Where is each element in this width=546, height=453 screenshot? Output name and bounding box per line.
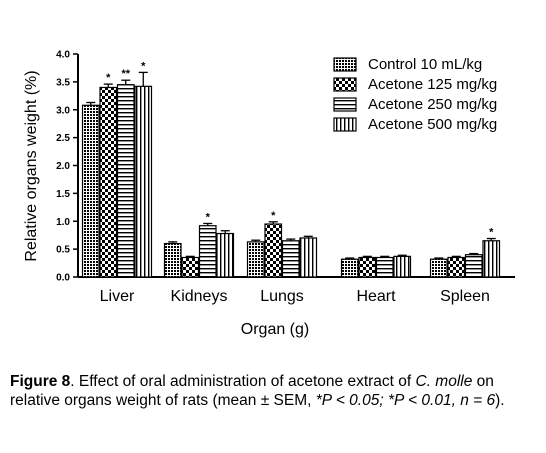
bar <box>340 258 359 278</box>
caption-text-1: . Effect of oral administration of aceto… <box>70 373 416 390</box>
y-tick-label: 2.0 <box>56 161 70 172</box>
significance-marker: ** <box>121 68 130 80</box>
legend-swatch <box>333 97 357 112</box>
bar <box>181 256 200 278</box>
bars: ******* <box>81 60 501 278</box>
bar <box>281 240 300 278</box>
legend-swatch <box>333 77 357 92</box>
x-tick-label: Kidneys <box>171 288 228 305</box>
y-tick-label: 2.5 <box>56 133 70 144</box>
x-tick-label: Spleen <box>440 288 490 305</box>
legend: Control 10 mL/kg Acetone 125 mg/kg Acetone… <box>333 56 497 133</box>
y-tick-label: 3.0 <box>56 105 70 116</box>
x-tick-label: Liver <box>100 288 135 305</box>
legend-swatch <box>333 57 357 72</box>
bar <box>198 225 217 278</box>
y-tick-label: 0.5 <box>56 245 70 256</box>
caption-text-3: ). <box>495 392 505 409</box>
bar <box>264 223 283 278</box>
bar-chart: 0.0 0.5 1.0 1.5 2.0 2.5 3.0 3.5 4.0 Liver Kidneys L… <box>23 50 515 338</box>
bar <box>116 84 135 278</box>
bar <box>216 232 235 278</box>
bar <box>299 237 318 278</box>
y-tick-label: 1.5 <box>56 189 70 200</box>
bar <box>393 255 412 278</box>
y-tick-label: 1.0 <box>56 217 70 228</box>
legend-swatch <box>333 117 357 132</box>
x-axis-label: Organ (g) <box>241 321 309 338</box>
x-tick-label: Heart <box>356 288 396 305</box>
legend-label: Acetone 125 mg/kg <box>368 76 497 93</box>
bar <box>482 240 501 278</box>
figure-caption: Figure 8. Effect of oral administration … <box>10 372 535 410</box>
legend-label: Control 10 mL/kg <box>368 56 482 73</box>
y-tick-label: 4.0 <box>56 50 70 61</box>
bar <box>99 86 118 278</box>
figure-label: Figure 8 <box>10 373 71 390</box>
y-tick-label: 3.5 <box>56 77 70 88</box>
bar <box>246 241 265 278</box>
significance-marker: * <box>489 227 494 239</box>
bar <box>429 258 448 278</box>
species-name: C. molle <box>415 373 473 390</box>
bar <box>447 256 466 278</box>
significance-marker: * <box>206 211 211 223</box>
legend-label: Acetone 250 mg/kg <box>368 96 497 113</box>
bar <box>464 254 483 278</box>
y-tick-label: 0.0 <box>56 273 70 284</box>
bar <box>134 85 153 278</box>
bar <box>358 256 377 278</box>
significance-marker: * <box>141 60 146 72</box>
bar <box>81 104 100 278</box>
caption-stats: *P < 0.05; *P < 0.01, n = 6 <box>315 392 496 409</box>
caption-text-2: on relative organs weight of rats (mean … <box>10 373 494 409</box>
x-tick-label: Lungs <box>260 288 304 305</box>
bar <box>375 256 394 278</box>
legend-label: Acetone 500 mg/kg <box>368 116 497 133</box>
bar <box>163 242 182 278</box>
y-axis-label: Relative organs weight (%) <box>23 70 40 261</box>
significance-marker: * <box>271 210 276 222</box>
significance-marker: * <box>106 72 111 84</box>
